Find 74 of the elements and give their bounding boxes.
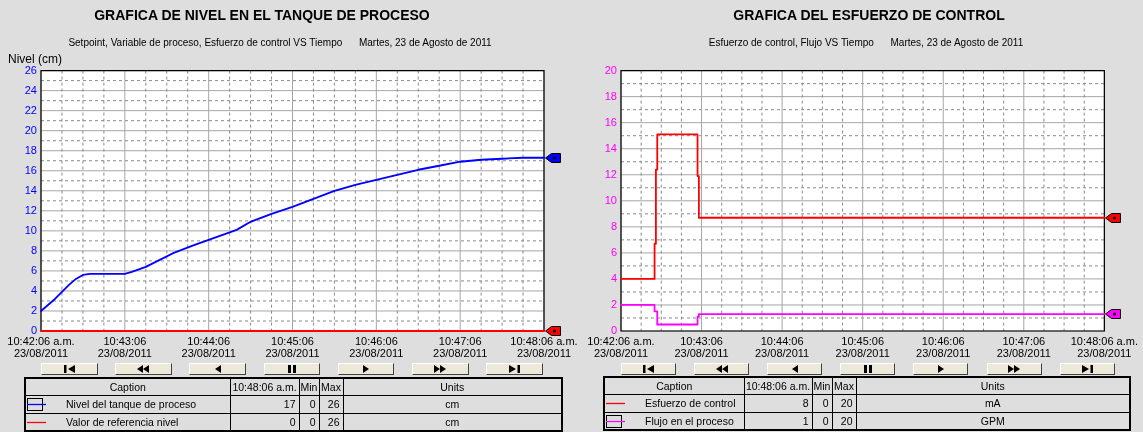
x-tick-label: 10:47:06 23/08/2011 [433, 335, 488, 360]
y-tick-label: 18 [24, 143, 37, 156]
y-tick-label: 26 [24, 63, 37, 76]
x-tick-label: 10:42:06 a.m. 23/08/2011 [587, 335, 655, 360]
text: 26 [327, 398, 340, 410]
x-tick-label: 10:47:06 23/08/2011 [996, 335, 1051, 360]
y-tick-label: 12 [24, 203, 37, 216]
chart-title: GRAFICA DEL ESFUERZO DE CONTROL [733, 7, 1005, 23]
y-tick-label: 8 [30, 243, 37, 256]
text: 8 [802, 397, 809, 409]
y-tick-label: 0 [610, 324, 617, 337]
text: Max [834, 379, 854, 392]
y-tick-label: 6 [610, 245, 617, 258]
text: Min [813, 379, 831, 392]
y-tick-label: 2 [610, 297, 617, 310]
text: Caption [656, 379, 693, 392]
y-tick-label: 22 [24, 103, 37, 116]
y-tick-label: 4 [610, 271, 617, 284]
chart-subtitle: Esfuerzo de control, Flujo VS Tiempo Martes, 23 de Agosto de 2011 [708, 37, 1024, 48]
x-tick-label: 10:48:06 a.m. 23/08/2011 [1070, 335, 1139, 360]
x-tick-label: 10:46:06 23/08/2011 [916, 335, 971, 360]
text: 20 [840, 397, 853, 409]
x-tick-label: 10:43:06 23/08/2011 [97, 335, 152, 360]
y-tick-label: 4 [30, 283, 37, 296]
text: 1 [802, 414, 809, 427]
text: cm [445, 398, 460, 410]
text: 0 [822, 414, 829, 427]
text: 10:48:06 a.m. [745, 379, 811, 392]
y-axis-title: Nivel (cm) [8, 52, 62, 66]
text: Units [980, 379, 1005, 392]
x-tick-label: 10:45:06 23/08/2011 [265, 335, 320, 360]
text: 0 [309, 398, 316, 410]
y-tick-label: 14 [24, 183, 37, 196]
x-tick-label: 10:45:06 23/08/2011 [835, 335, 890, 360]
text: 10:48:06 a.m. [232, 380, 297, 393]
y-tick-label: 16 [604, 115, 617, 128]
chart-subtitle: Setpoint, Variable de proceso, Esfuerzo de control VS Tiempo Martes, 23 de Agosto de 2011 [68, 37, 492, 48]
y-tick-label: 0 [30, 324, 37, 337]
y-tick-label: 8 [610, 219, 617, 232]
text: 0 [309, 415, 316, 428]
text: 26 [327, 415, 340, 428]
y-tick-label: 24 [24, 83, 37, 96]
text: Max [321, 380, 341, 393]
y-tick-label: 20 [604, 63, 617, 76]
y-tick-label: 20 [24, 123, 37, 136]
y-tick-label: 6 [30, 263, 37, 276]
y-tick-label: 18 [604, 89, 617, 102]
legend-label: Valor de referencia nivel [66, 415, 179, 428]
text: Min [300, 380, 318, 393]
y-tick-label: 2 [30, 304, 37, 316]
y-tick-label: 10 [24, 223, 37, 236]
y-tick-label: 12 [604, 167, 617, 180]
chart-title: GRAFICA DE NIVEL EN EL TANQUE DE PROCESO [94, 7, 430, 23]
text: Caption [109, 380, 146, 393]
y-tick-label: 14 [604, 141, 617, 154]
text: Units [440, 380, 465, 393]
x-tick-label: 10:46:06 23/08/2011 [349, 335, 404, 360]
text: 17 [283, 398, 296, 410]
x-tick-label: 10:42:06 a.m. 23/08/2011 [7, 335, 75, 360]
y-tick-label: 16 [24, 163, 37, 176]
text: 0 [289, 415, 296, 428]
legend-label: Esfuerzo de control [645, 397, 736, 409]
text: 0 [822, 397, 829, 409]
x-tick-label: 10:48:06 a.m. 23/08/2011 [510, 335, 578, 360]
text: 20 [840, 414, 853, 427]
x-tick-label: 10:44:06 23/08/2011 [755, 335, 810, 360]
x-tick-label: 10:44:06 23/08/2011 [181, 335, 236, 360]
y-tick-label: 10 [604, 193, 617, 206]
legend-label: Nivel del tanque de proceso [66, 398, 197, 410]
text: GPM [980, 414, 1005, 427]
text: cm [445, 415, 460, 428]
x-tick-label: 10:43:06 23/08/2011 [674, 335, 729, 360]
legend-label: Flujo en el proceso [645, 414, 734, 427]
text: mA [984, 397, 1001, 409]
